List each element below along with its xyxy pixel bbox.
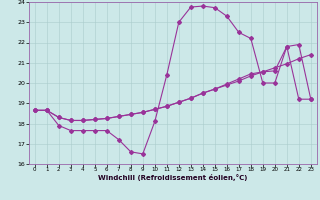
X-axis label: Windchill (Refroidissement éolien,°C): Windchill (Refroidissement éolien,°C) <box>98 174 247 181</box>
